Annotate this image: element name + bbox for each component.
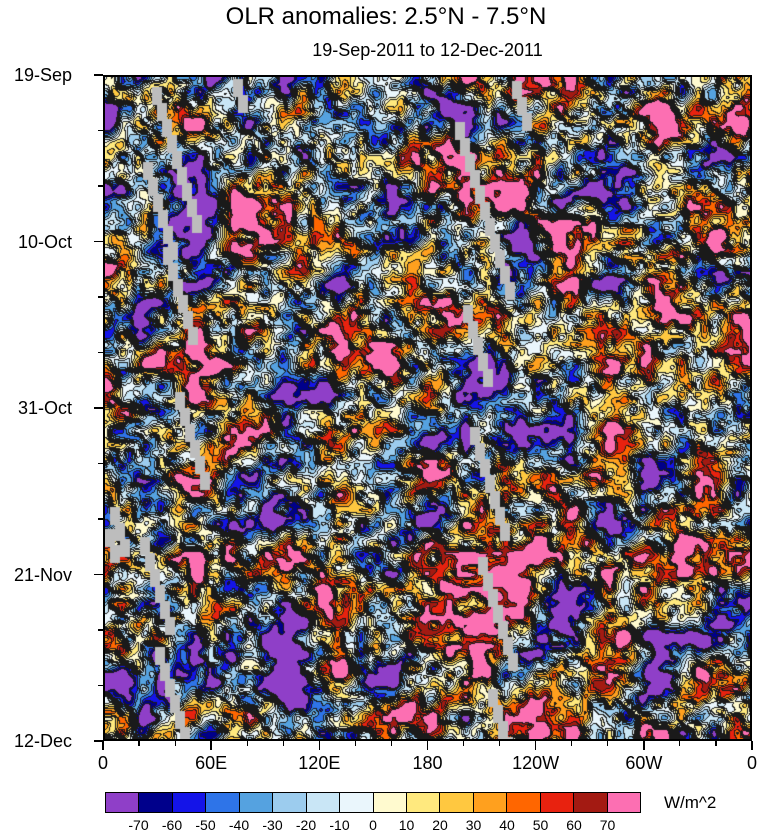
colorbar-tick-label: -30 — [262, 817, 283, 833]
colorbar-box — [138, 792, 173, 813]
x-minor-tick — [462, 741, 465, 746]
colorbar-tick-label: 70 — [599, 817, 616, 833]
x-major-tick — [534, 741, 537, 750]
x-minor-tick — [138, 741, 140, 746]
x-major-tick — [426, 741, 429, 750]
colorbar-tick-label: -10 — [329, 817, 350, 833]
x-tick-label: 120W — [512, 753, 560, 773]
colorbar — [105, 792, 641, 813]
colorbar-tick-label: 30 — [465, 817, 482, 833]
x-major-tick — [318, 741, 321, 750]
x-major-tick — [210, 741, 212, 750]
plot-frame — [103, 75, 752, 741]
colorbar-box — [472, 792, 508, 813]
y-tick-label: 31-Oct — [17, 398, 72, 418]
y-major-tick — [94, 240, 103, 243]
colorbar-box — [405, 792, 441, 813]
y-major-tick — [94, 74, 103, 76]
x-minor-tick — [174, 741, 176, 746]
colorbar-tick-label: 50 — [532, 817, 549, 833]
colorbar-tick-label: 0 — [369, 817, 377, 833]
colorbar-tick-label: -60 — [161, 817, 183, 833]
colorbar-box — [573, 792, 608, 813]
colorbar-box — [339, 792, 374, 813]
colorbar-tick-label: -20 — [295, 817, 317, 833]
chart-subtitle: 19-Sep-2011 to 12-Dec-2011 — [312, 40, 543, 60]
x-minor-tick — [246, 741, 248, 746]
y-major-tick — [94, 407, 103, 409]
colorbar-box — [539, 792, 575, 813]
x-minor-tick — [282, 741, 284, 746]
colorbar-box — [372, 792, 407, 813]
y-tick-label: 21-Nov — [13, 564, 72, 585]
colorbar-box — [105, 792, 140, 813]
colorbar-box — [439, 792, 474, 813]
colorbar-tick-label: -50 — [195, 817, 216, 833]
y-major-tick — [94, 573, 103, 576]
colorbar-box — [205, 792, 240, 813]
x-major-tick — [751, 741, 753, 750]
colorbar-tick-label: 40 — [499, 817, 515, 833]
colorbar-box — [305, 792, 341, 813]
x-minor-tick — [354, 741, 356, 746]
x-minor-tick — [679, 741, 681, 746]
colorbar-box — [606, 792, 641, 813]
colorbar-box — [238, 792, 274, 813]
x-major-tick — [643, 741, 645, 750]
x-major-tick — [102, 741, 104, 750]
colorbar-tick-label: 10 — [398, 817, 415, 833]
anomaly-field-canvas — [105, 77, 750, 739]
colorbar-box — [506, 792, 541, 813]
x-tick-label: 60W — [625, 753, 663, 773]
x-tick-label: 0 — [746, 753, 757, 773]
colorbar-tick-label: 20 — [432, 817, 448, 833]
chart-title: OLR anomalies: 2.5°N - 7.5°N — [225, 3, 547, 30]
y-tick-label: 12-Dec — [13, 731, 72, 751]
colorbar-units-label: W/m^2 — [664, 793, 717, 812]
x-tick-label: 180 — [412, 753, 443, 773]
colorbar-tick-label: -40 — [228, 817, 250, 833]
colorbar-box — [272, 792, 307, 813]
x-minor-tick — [607, 741, 609, 746]
y-major-tick — [94, 740, 103, 742]
y-tick-label: 10-Oct — [17, 231, 72, 252]
colorbar-tick-label: -70 — [128, 817, 149, 833]
x-tick-label: 0 — [97, 753, 108, 773]
x-tick-label: 120E — [298, 753, 341, 773]
colorbar-tick-label: 60 — [566, 817, 582, 833]
x-tick-label: 60E — [195, 753, 228, 773]
colorbar-box — [171, 792, 207, 813]
x-minor-tick — [390, 741, 393, 746]
x-minor-tick — [715, 741, 717, 746]
x-minor-tick — [499, 741, 501, 746]
y-tick-label: 19-Sep — [13, 65, 72, 85]
x-minor-tick — [571, 741, 573, 746]
